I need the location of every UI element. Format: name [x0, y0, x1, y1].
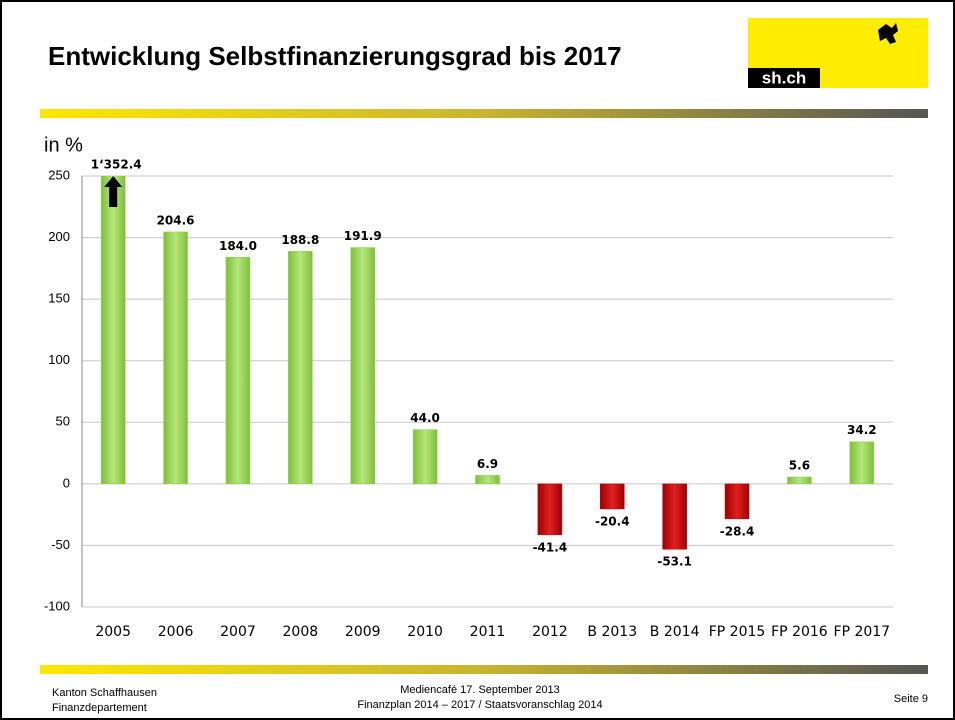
- y-tick-label: -100: [44, 598, 70, 613]
- x-tick-label: FP 2016: [771, 624, 828, 640]
- bar: [662, 483, 687, 550]
- y-tick-label: 150: [48, 291, 70, 306]
- logo-label-bg: [748, 68, 820, 88]
- chart-title: Entwicklung Selbstfinanzierungsgrad bis …: [48, 41, 622, 71]
- logo-text: sh.ch: [762, 68, 806, 87]
- x-tick-label: B 2013: [587, 624, 637, 640]
- x-tick-label: 2006: [158, 624, 194, 640]
- header-band: [40, 109, 928, 118]
- x-tick-label: 2010: [407, 624, 443, 640]
- y-tick-label: 0: [63, 475, 70, 490]
- y-tick-label: 50: [56, 414, 70, 429]
- value-label: 1‘352.4: [91, 158, 142, 172]
- x-tick-label: 2011: [470, 624, 506, 640]
- y-tick-label: 250: [48, 167, 70, 182]
- value-label: -41.4: [533, 540, 568, 554]
- value-label: -28.4: [720, 524, 755, 538]
- value-label: 204.6: [157, 213, 195, 227]
- y-tick-label: -50: [51, 537, 70, 552]
- bar: [537, 483, 563, 536]
- y-axis-label: in %: [44, 134, 83, 156]
- value-label: 44.0: [410, 411, 440, 425]
- x-tick-label: 2009: [345, 624, 381, 640]
- footer-right: Seite 9: [894, 693, 928, 705]
- footer-band: [40, 665, 928, 674]
- bar: [412, 429, 438, 485]
- x-tick-label: FP 2015: [709, 624, 766, 640]
- x-tick-label: 2007: [220, 624, 256, 640]
- y-tick-label: 200: [48, 229, 70, 244]
- footer-center: Finanzplan 2014 – 2017 / Staatsvoranschl…: [357, 699, 602, 711]
- footer-center: Mediencafé 17. September 2013: [400, 684, 560, 696]
- bars: [100, 176, 875, 550]
- bar: [225, 257, 251, 485]
- x-tick-label: 2012: [532, 624, 568, 640]
- value-label: 191.9: [344, 229, 382, 243]
- value-label: -53.1: [657, 555, 692, 569]
- x-tick-label: B 2014: [650, 624, 700, 640]
- y-tick-label: 100: [48, 352, 70, 367]
- bar: [288, 251, 313, 485]
- bar: [724, 483, 750, 520]
- plot: -100 -50 0 50 100 150 200 250 2005 1‘352.4 2006 204…: [44, 158, 893, 640]
- overflow-arrow: [104, 176, 123, 207]
- footer-left: Finanzdepartement: [52, 702, 147, 714]
- value-label: 6.9: [477, 457, 498, 471]
- bar: [787, 476, 812, 485]
- bar: [100, 176, 126, 485]
- bar: [163, 231, 188, 485]
- x-tick-label: FP 2017: [834, 624, 891, 640]
- value-label: 184.0: [219, 239, 257, 253]
- value-label: 5.6: [789, 458, 810, 472]
- value-label: -20.4: [595, 514, 630, 528]
- x-tick-label: 2008: [283, 624, 319, 640]
- footer-left: Kanton Schaffhausen: [52, 687, 157, 699]
- bar: [350, 247, 375, 485]
- bar: [600, 483, 625, 510]
- logo-icon: [878, 23, 898, 44]
- value-label: 34.2: [847, 423, 877, 437]
- x-tick-label: 2005: [95, 624, 131, 640]
- bar: [475, 475, 500, 485]
- value-label: 188.8: [281, 233, 319, 247]
- bar: [849, 441, 875, 485]
